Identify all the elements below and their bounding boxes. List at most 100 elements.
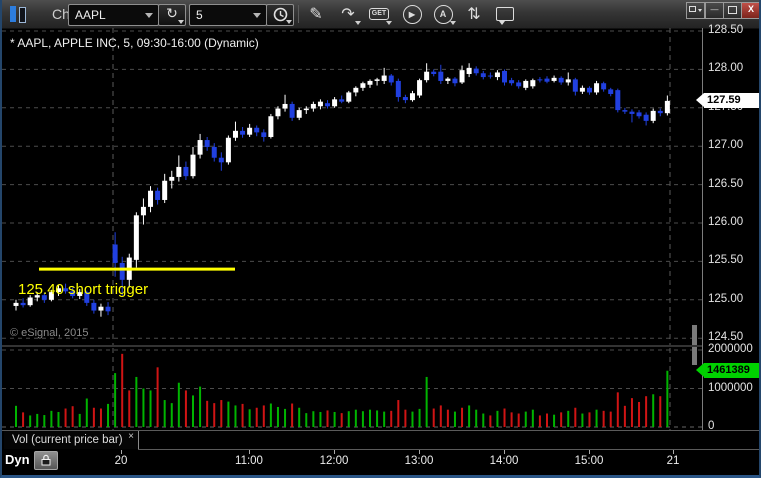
time-axis-label: 21 <box>666 455 680 467</box>
up-down-arrows-icon: ⇅ <box>467 4 481 23</box>
play-button[interactable]: ▶ <box>398 2 426 26</box>
candle-body <box>176 166 182 177</box>
price-axis-label: 128.50 <box>708 24 744 36</box>
volume-bar <box>177 382 180 427</box>
candle-body <box>650 110 656 121</box>
minimize-button[interactable]: — <box>705 2 724 19</box>
curve-arrow-icon: ↷ <box>341 4 355 23</box>
candle-body <box>303 108 309 111</box>
volume-study-tab[interactable]: Vol (current price bar) × <box>4 431 139 449</box>
maximize-button[interactable] <box>723 2 742 19</box>
volume-bar <box>425 376 428 427</box>
volume-bar <box>361 411 364 427</box>
volume-bar <box>269 403 272 427</box>
note-button[interactable] <box>491 2 519 26</box>
candle-body <box>183 166 189 177</box>
candle-body <box>480 73 486 78</box>
volume-bar <box>475 409 478 427</box>
lock-icon <box>41 454 51 466</box>
candle-body <box>572 79 578 92</box>
interval-combobox[interactable]: 5 <box>189 4 267 26</box>
refresh-symbol-button[interactable]: ↻ <box>158 4 186 26</box>
volume-bar <box>142 388 145 427</box>
volume-bar <box>666 370 669 427</box>
volume-bar <box>482 413 485 427</box>
price-axis-label: 125.00 <box>708 292 744 305</box>
volume-bar <box>546 413 548 427</box>
volume-axis-label: 2000000 <box>708 343 753 355</box>
volume-bar <box>609 411 612 427</box>
price-pane[interactable] <box>2 28 702 345</box>
candle-body <box>537 79 543 81</box>
volume-bar <box>114 373 117 427</box>
price-axis-label: 128.00 <box>708 62 744 75</box>
candle-body <box>424 71 430 81</box>
volume-bar <box>496 410 499 427</box>
time-template-button[interactable] <box>266 4 294 26</box>
maximize-icon <box>728 6 737 14</box>
candle-body <box>417 80 423 96</box>
candle-body <box>579 87 585 92</box>
candle-body <box>565 79 571 83</box>
candle-body <box>622 110 628 112</box>
chevron-down-icon <box>286 20 292 24</box>
pane-separator[interactable] <box>2 345 702 347</box>
chevron-down-icon <box>355 21 361 25</box>
volume-bar <box>206 400 209 427</box>
volume-bar <box>418 408 421 427</box>
symbol-combobox[interactable]: AAPL <box>68 4 159 26</box>
title-bar[interactable]: Chart AAPL ↻ 5 ✎ ↷ GET <box>2 0 759 29</box>
volume-bar <box>57 411 60 427</box>
candle-body <box>339 99 345 102</box>
volume-pane[interactable] <box>2 348 702 430</box>
candle-body <box>409 93 415 101</box>
volume-bar <box>107 403 110 427</box>
volume-bar <box>390 410 393 427</box>
volume-bar <box>439 405 442 427</box>
volume-bar <box>64 408 67 427</box>
volume-axis-label: 1000000 <box>708 381 753 394</box>
volume-bar <box>645 396 648 427</box>
get-data-button[interactable]: GET <box>365 2 393 26</box>
candle-body <box>367 80 373 85</box>
symbol-value: AAPL <box>75 8 106 22</box>
volume-bar <box>50 410 53 427</box>
volume-bar <box>553 414 556 427</box>
candle-body <box>494 72 500 78</box>
close-button[interactable]: X <box>741 2 759 19</box>
candle-body <box>140 206 146 216</box>
volume-bar <box>85 398 88 427</box>
close-tab-icon[interactable]: × <box>128 431 134 442</box>
price-axis-label: 125.50 <box>708 254 744 267</box>
candle-body <box>615 90 621 111</box>
candle-body <box>133 215 139 260</box>
speech-bubble-icon <box>496 7 514 25</box>
candle-body <box>445 78 451 81</box>
candle-body <box>317 101 323 107</box>
play-icon: ▶ <box>402 5 422 24</box>
current-price-tag: 127.59 <box>696 93 759 108</box>
candle-body <box>629 111 635 114</box>
lock-button[interactable] <box>34 451 58 470</box>
candle-body <box>431 71 437 75</box>
pencil-icon: ✎ <box>309 4 323 23</box>
candle-body <box>254 127 260 133</box>
trigger-annotation[interactable]: 125.40 short trigger <box>18 281 149 298</box>
popout-button[interactable] <box>686 2 705 19</box>
time-axis-tick <box>673 450 674 454</box>
transfer-button[interactable]: ⇅ <box>460 2 488 26</box>
volume-bar <box>121 353 124 427</box>
candle-body <box>204 140 210 147</box>
chevron-down-icon <box>386 21 392 25</box>
candle-body <box>395 80 401 98</box>
candle-body <box>197 140 203 155</box>
volume-bar <box>241 403 244 427</box>
candle-body <box>466 67 472 75</box>
draw-tool-button[interactable]: ✎ <box>302 2 330 26</box>
line-tool-button[interactable]: ↷ <box>334 2 362 26</box>
current-volume-tag: 1461389 <box>696 363 759 378</box>
candle-body <box>20 302 26 306</box>
auto-trade-button[interactable]: A <box>429 2 457 26</box>
candle-body <box>594 83 600 93</box>
time-axis-tick <box>589 450 590 454</box>
